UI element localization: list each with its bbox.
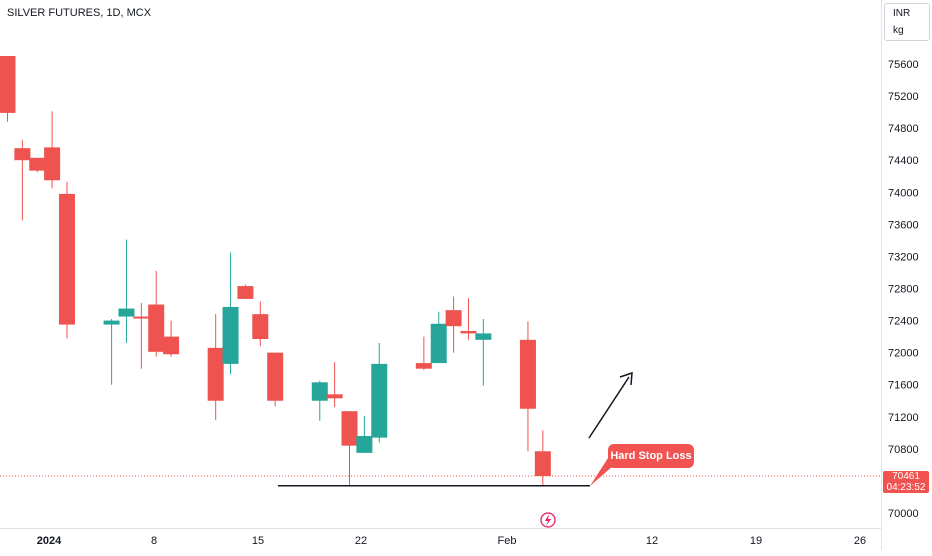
candle[interactable] bbox=[163, 320, 180, 357]
candle-body bbox=[341, 411, 358, 446]
unit-label: kg bbox=[893, 25, 904, 36]
candle-body bbox=[252, 314, 269, 340]
candle-body bbox=[58, 193, 75, 325]
price-tick-label: 74000 bbox=[888, 187, 919, 199]
candle-body bbox=[326, 394, 343, 399]
time-tick-label: Feb bbox=[498, 535, 517, 547]
candle-body bbox=[534, 451, 551, 477]
price-tick-label: 70000 bbox=[888, 508, 919, 520]
candle[interactable] bbox=[445, 296, 462, 353]
stop-loss-callout[interactable]: Hard Stop Loss bbox=[608, 444, 694, 468]
candlestick-chart[interactable] bbox=[0, 0, 881, 528]
candle[interactable] bbox=[58, 181, 75, 339]
candle[interactable] bbox=[29, 157, 46, 173]
candle-body bbox=[460, 330, 477, 334]
price-tick-label: 75600 bbox=[888, 59, 919, 71]
last-price-value: 70461 bbox=[892, 471, 920, 482]
candle-body bbox=[415, 363, 432, 369]
candle[interactable] bbox=[44, 111, 61, 189]
candle[interactable] bbox=[222, 252, 239, 375]
lightning-icon[interactable] bbox=[540, 512, 556, 528]
candle-body bbox=[475, 333, 492, 340]
time-tick-label: 12 bbox=[646, 535, 658, 547]
candle-body bbox=[311, 382, 328, 401]
candle[interactable] bbox=[311, 380, 328, 421]
chart-title: SILVER FUTURES, 1D, MCX bbox=[7, 7, 152, 19]
candle[interactable] bbox=[356, 415, 373, 453]
candle[interactable] bbox=[534, 430, 551, 487]
candle-body bbox=[0, 55, 16, 113]
candle-body bbox=[267, 352, 284, 401]
time-tick-label: 19 bbox=[750, 535, 762, 547]
candle[interactable] bbox=[341, 411, 358, 485]
last-price-badge: 70461 04:23:52 bbox=[883, 471, 929, 493]
time-axis[interactable]: 2024 8 15 22 Feb 12 19 26 bbox=[0, 528, 881, 551]
candle-body bbox=[519, 339, 536, 409]
candle-body bbox=[133, 316, 150, 319]
candle[interactable] bbox=[148, 270, 165, 357]
candle-body bbox=[148, 304, 165, 352]
candle-body bbox=[430, 323, 447, 364]
price-tick-label: 70800 bbox=[888, 444, 919, 456]
currency-unit-selector[interactable]: INR kg bbox=[884, 3, 930, 41]
candle[interactable] bbox=[252, 301, 269, 347]
trend-arrow-shaft bbox=[588, 376, 630, 439]
candle[interactable] bbox=[237, 284, 254, 299]
candle-body bbox=[356, 436, 373, 453]
candle-body bbox=[14, 148, 31, 161]
candle-body bbox=[103, 320, 120, 325]
price-tick-label: 72400 bbox=[888, 316, 919, 328]
candle-body bbox=[118, 308, 135, 317]
price-tick-label: 71600 bbox=[888, 380, 919, 392]
candle-body bbox=[29, 157, 46, 171]
price-axis-labels: 7000070400708007120071600720007240072800… bbox=[888, 59, 919, 520]
candle[interactable] bbox=[460, 298, 477, 340]
price-tick-label: 72800 bbox=[888, 284, 919, 296]
price-tick-label: 72000 bbox=[888, 348, 919, 360]
price-tick-label: 74400 bbox=[888, 155, 919, 167]
candle[interactable] bbox=[133, 302, 150, 369]
candle[interactable] bbox=[14, 140, 31, 221]
time-tick-label: 15 bbox=[252, 535, 264, 547]
candle[interactable] bbox=[475, 318, 492, 386]
time-tick-label: 22 bbox=[355, 535, 367, 547]
bar-countdown: 04:23:52 bbox=[886, 482, 926, 493]
candle[interactable] bbox=[0, 55, 16, 122]
candle-body bbox=[222, 306, 239, 364]
candle-body bbox=[237, 286, 254, 299]
candle[interactable] bbox=[103, 318, 120, 385]
candles-group bbox=[0, 55, 551, 487]
candle[interactable] bbox=[415, 336, 432, 371]
time-tick-label: 26 bbox=[854, 535, 866, 547]
candle[interactable] bbox=[519, 321, 536, 452]
arrow-head-icon bbox=[619, 371, 633, 386]
candle-body bbox=[44, 147, 61, 181]
candle-body bbox=[163, 336, 180, 355]
candle-body bbox=[445, 310, 462, 327]
candle[interactable] bbox=[371, 343, 388, 443]
price-tick-label: 73600 bbox=[888, 219, 919, 231]
price-axis[interactable]: 7000070400708007120071600720007240072800… bbox=[881, 0, 932, 550]
trend-arrow bbox=[588, 371, 633, 439]
price-tick-label: 71200 bbox=[888, 412, 919, 424]
candle-body bbox=[207, 347, 224, 401]
candle[interactable] bbox=[430, 311, 447, 364]
candle[interactable] bbox=[118, 239, 135, 344]
time-tick-label: 2024 bbox=[37, 535, 62, 547]
price-tick-label: 75200 bbox=[888, 91, 919, 103]
candle[interactable] bbox=[326, 362, 343, 408]
currency-label: INR bbox=[893, 8, 911, 19]
price-tick-label: 73200 bbox=[888, 251, 919, 263]
candle[interactable] bbox=[207, 314, 224, 420]
candle-body bbox=[371, 363, 388, 438]
candle[interactable] bbox=[267, 352, 284, 407]
time-axis-labels: 2024 8 15 22 Feb 12 19 26 bbox=[37, 535, 866, 547]
price-tick-label: 74800 bbox=[888, 123, 919, 135]
time-tick-label: 8 bbox=[151, 535, 157, 547]
